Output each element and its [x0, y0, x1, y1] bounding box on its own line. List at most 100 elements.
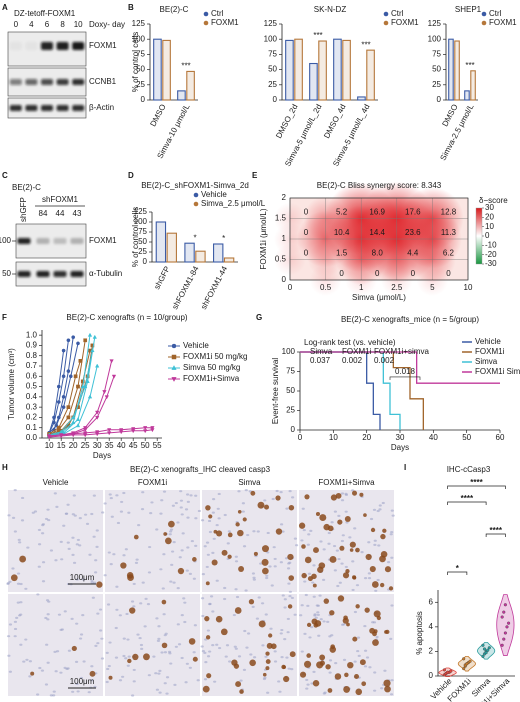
- nucleus: [78, 637, 83, 640]
- y-tick-label: 0: [282, 275, 287, 284]
- nucleus: [264, 613, 268, 616]
- nucleus: [52, 690, 56, 693]
- value-label: 1.5: [336, 249, 348, 258]
- nucleus: [15, 616, 19, 619]
- y-tick-label: 50: [138, 237, 147, 246]
- nucleus: [278, 690, 282, 693]
- y-axis-label: % of control cells: [131, 32, 140, 92]
- panel-label: F: [2, 313, 7, 322]
- nucleus: [67, 547, 71, 550]
- nucleus: [79, 676, 84, 680]
- panel-title: BE(2)-C xenografts_IHC cleaved casp3: [130, 465, 271, 474]
- panel-label: H: [2, 463, 8, 472]
- nucleus: [26, 546, 30, 549]
- legend-label: FOXM1i+Simva: [183, 374, 240, 383]
- blot-band: [25, 79, 38, 85]
- nucleus: [121, 675, 125, 678]
- stained-cell: [227, 532, 233, 538]
- stained-cell: [323, 598, 330, 604]
- nucleus: [333, 569, 337, 572]
- nucleus: [241, 502, 245, 505]
- nucleus: [204, 661, 208, 664]
- nucleus: [356, 649, 360, 653]
- nucleus: [204, 638, 208, 641]
- nucleus: [224, 655, 228, 658]
- data-point: [487, 646, 491, 650]
- stained-cell: [208, 514, 213, 519]
- nucleus: [186, 500, 190, 503]
- data-point: [481, 654, 485, 658]
- nucleus: [46, 613, 50, 616]
- nucleus: [103, 502, 107, 505]
- y-tick-label: 0.5: [275, 255, 287, 264]
- significance-label: *: [222, 234, 225, 243]
- nucleus: [78, 516, 82, 520]
- nucleus: [81, 614, 85, 617]
- nucleus: [226, 542, 230, 545]
- blot-band: [25, 105, 38, 111]
- column-label: FOXM1i: [138, 478, 168, 487]
- stained-cell: [287, 553, 294, 561]
- stained-cell: [299, 671, 307, 678]
- nucleus: [46, 661, 50, 664]
- nucleus: [188, 666, 192, 669]
- nucleus: [140, 647, 144, 650]
- nucleus: [141, 491, 145, 494]
- x-tick-label: 15: [57, 441, 66, 450]
- legend-marker: [383, 20, 389, 26]
- x-tick-label: 0: [298, 433, 303, 442]
- nucleus: [119, 510, 124, 513]
- blot-band: [72, 42, 85, 50]
- nucleus: [223, 513, 227, 517]
- nucleus: [109, 563, 113, 566]
- ihc-image: [202, 490, 297, 592]
- nucleus: [161, 587, 165, 590]
- nucleus: [218, 646, 222, 650]
- marker: [66, 369, 71, 373]
- significance-label: ****: [461, 494, 474, 503]
- nucleus: [106, 667, 110, 671]
- nucleus: [197, 509, 201, 513]
- nucleus: [55, 505, 59, 508]
- nucleus: [215, 579, 219, 582]
- stained-cell: [202, 685, 210, 693]
- nucleus: [390, 679, 394, 682]
- survival-curve: [300, 351, 500, 384]
- nucleus: [71, 553, 75, 556]
- stained-cell: [262, 672, 267, 677]
- marker: [83, 433, 88, 438]
- nucleus: [266, 691, 270, 694]
- nucleus: [263, 499, 267, 502]
- band-label: FOXM1: [89, 236, 117, 245]
- stained-cell: [307, 576, 313, 582]
- stained-cell: [359, 492, 364, 497]
- stained-cell: [192, 656, 198, 662]
- stained-cell: [96, 581, 103, 588]
- nucleus: [136, 633, 140, 636]
- marker: [171, 377, 177, 382]
- nucleus: [322, 548, 326, 551]
- nucleus: [208, 530, 213, 534]
- nucleus: [18, 614, 22, 617]
- nucleus: [373, 543, 377, 546]
- stained-cell: [220, 628, 228, 636]
- nucleus: [66, 503, 70, 506]
- nucleus: [374, 589, 378, 592]
- data-point: [502, 610, 506, 614]
- stained-cell: [317, 566, 324, 573]
- nucleus: [273, 660, 278, 663]
- nucleus: [108, 641, 112, 644]
- nucleus: [363, 577, 368, 580]
- nucleus: [20, 496, 25, 500]
- stained-cell: [373, 610, 381, 618]
- nucleus: [319, 540, 323, 543]
- stained-cell: [287, 604, 293, 609]
- bar: [177, 90, 186, 101]
- nucleus: [256, 530, 260, 533]
- x-tick-label: 5: [430, 283, 435, 292]
- nucleus: [115, 494, 119, 497]
- nucleus: [207, 519, 212, 523]
- nucleus: [336, 584, 340, 588]
- nucleus: [290, 668, 294, 671]
- stained-cell: [192, 557, 197, 562]
